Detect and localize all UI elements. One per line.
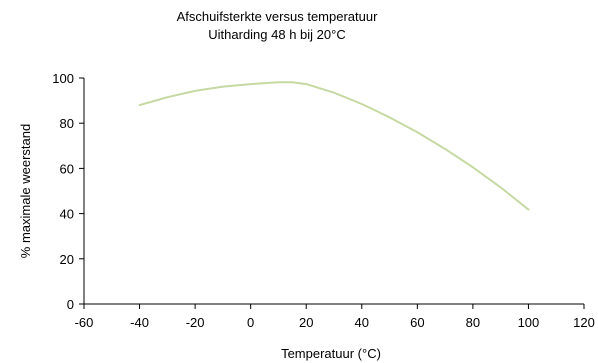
chart-subtitle: Uitharding 48 h bij 20°C [208, 27, 345, 42]
x-axis-ticks: -60 -40 -20 0 20 40 60 80 100 120 [75, 304, 595, 330]
x-tick-label: 40 [355, 315, 369, 330]
series-line [138, 81, 530, 211]
y-tick-label: 20 [60, 252, 74, 267]
y-axis-ticks: 0 20 40 60 80 100 [52, 71, 84, 312]
x-tick-label: -60 [75, 315, 94, 330]
plot-area: -60 -40 -20 0 20 40 60 80 100 120 0 20 40 60 80 100 [52, 71, 595, 330]
y-tick-label: 0 [67, 297, 74, 312]
x-tick-label: 0 [247, 315, 254, 330]
x-tick-label: 100 [518, 315, 540, 330]
y-tick-label: 40 [60, 207, 74, 222]
x-tick-label: -20 [186, 315, 205, 330]
y-tick-label: 80 [60, 116, 74, 131]
x-tick-label: 120 [573, 315, 595, 330]
y-tick-label: 60 [60, 161, 74, 176]
x-tick-label: 20 [299, 315, 313, 330]
y-tick-label: 100 [52, 71, 74, 86]
x-tick-label: 60 [410, 315, 424, 330]
x-tick-label: 80 [466, 315, 480, 330]
x-tick-label: -40 [130, 315, 149, 330]
y-axis-label: % maximale weerstand [18, 124, 33, 258]
x-axis-label: Temperatuur (°C) [281, 346, 381, 361]
chart-title: Afschuifsterkte versus temperatuur [177, 9, 379, 24]
